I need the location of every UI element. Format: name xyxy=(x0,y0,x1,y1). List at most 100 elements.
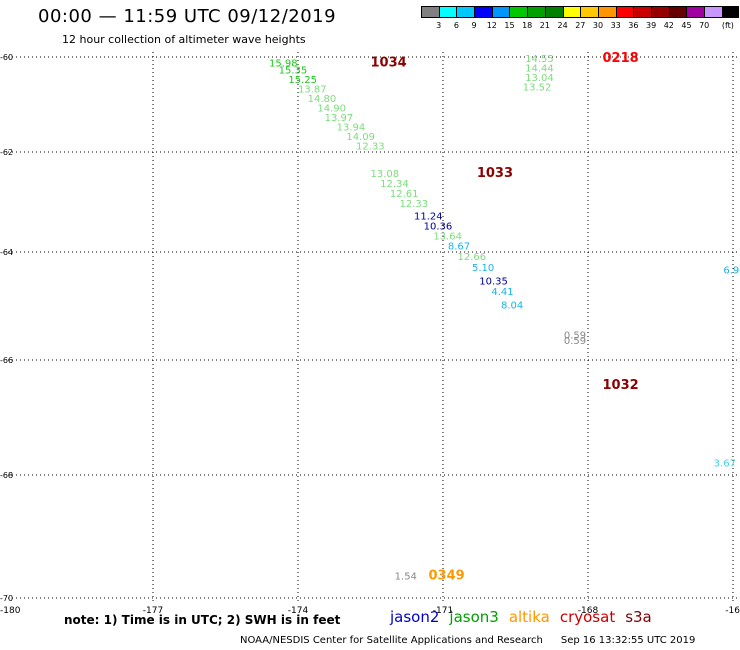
color-swatch xyxy=(491,6,510,18)
color-scale-label: 6 xyxy=(453,21,459,30)
latitude-label: -66 xyxy=(0,356,13,365)
wave-height-value: 11.24 xyxy=(414,212,443,223)
color-swatch xyxy=(509,6,528,18)
latitude-label: -62 xyxy=(0,148,13,157)
legend-jason2: jason2 xyxy=(390,608,440,626)
satellite-legend: jason2 jason3 altika cryosat s3a xyxy=(390,608,662,626)
color-scale-label: 39 xyxy=(646,21,657,30)
color-swatch xyxy=(633,6,651,18)
wave-height-value: 12.33 xyxy=(400,199,429,210)
color-scale-label: 42 xyxy=(663,21,674,30)
legend-jason3: jason3 xyxy=(449,608,499,626)
wave-height-value: 15.35 xyxy=(279,66,308,77)
color-scale-label: 45 xyxy=(681,21,692,30)
pass-time-label: 0349 xyxy=(429,569,465,584)
wave-height-value: 12.33 xyxy=(356,142,385,153)
wave-height-value: 8.04 xyxy=(501,301,523,312)
generated-timestamp: Sep 16 13:32:55 UTC 2019 xyxy=(560,635,696,646)
color-scale-label: 24 xyxy=(557,21,568,30)
credit-text: NOAA/NESDIS Center for Satellite Applica… xyxy=(240,635,543,646)
wave-height-value: 12.34 xyxy=(380,179,409,190)
wave-height-value: 14.55 xyxy=(525,54,554,65)
color-scale-bar xyxy=(421,6,740,18)
wave-height-value: 14.80 xyxy=(308,94,337,105)
longitude-label: -16 xyxy=(725,606,740,616)
wave-height-value: 14.44 xyxy=(525,63,554,74)
longitude-label: -174 xyxy=(288,606,309,616)
wave-height-value: 1.54 xyxy=(395,572,417,583)
wave-height-value: 13.97 xyxy=(325,113,354,124)
color-swatch xyxy=(562,6,581,18)
pass-time-label: 0218 xyxy=(603,51,639,66)
units-note: note: 1) Time is in UTC; 2) SWH is in fe… xyxy=(64,613,341,627)
wave-height-value: 6.94 xyxy=(723,266,740,277)
longitude-label: -168 xyxy=(578,606,599,616)
wave-height-value: 12.61 xyxy=(390,189,419,200)
color-scale-labels: 3 6 9 12 15 18 21 24 27 30 33 36 39 42 45 70 (ft) xyxy=(421,21,740,33)
color-scale-label: (ft) xyxy=(721,21,734,30)
wave-height-value: 5.10 xyxy=(472,263,494,274)
pass-time-label: 1034 xyxy=(371,56,407,71)
wave-height-value: 13.04 xyxy=(525,73,554,84)
wave-height-values: 15.9815.3515.2513.8714.8014.9013.9713.94… xyxy=(269,54,740,583)
color-swatch xyxy=(527,6,545,18)
color-scale-label: 18 xyxy=(522,21,533,30)
wave-height-value: 3.67 xyxy=(714,458,736,469)
color-scale-label: 21 xyxy=(539,21,550,30)
map-subtitle: 12 hour collection of altimeter wave hei… xyxy=(62,33,306,46)
latitude-label: -70 xyxy=(0,594,13,603)
color-swatch xyxy=(474,6,492,18)
wave-height-value: 13.08 xyxy=(371,169,400,180)
color-scale-label: 33 xyxy=(610,21,621,30)
color-scale-label: 30 xyxy=(592,21,604,30)
wave-height-value: 13.64 xyxy=(433,232,462,243)
wave-height-value: 13.52 xyxy=(523,82,552,93)
color-swatch xyxy=(456,6,475,18)
longitude-label: -180 xyxy=(0,606,21,616)
credit-line: NOAA/NESDIS Center for Satellite Applica… xyxy=(240,635,695,646)
wave-height-value: 0.59 xyxy=(564,336,586,347)
wave-height-value: 4.41 xyxy=(491,287,513,298)
color-swatch xyxy=(721,6,740,18)
wave-height-value: 10.35 xyxy=(479,276,508,287)
wave-height-value: 14.90 xyxy=(317,104,346,115)
wave-height-value: 8.67 xyxy=(448,242,470,253)
pass-time-label: 1033 xyxy=(477,166,513,181)
wave-height-value: 0.59 xyxy=(564,330,586,341)
color-scale-label: 27 xyxy=(575,21,586,30)
wave-height-value: 15.25 xyxy=(288,75,317,86)
longitude-labels: -180 -177 -174 -171 -168 -16 xyxy=(0,606,740,616)
color-scale-label: 70 xyxy=(699,21,710,30)
map-title: 00:00 — 11:59 UTC 09/12/2019 xyxy=(38,6,337,27)
color-swatch xyxy=(597,6,616,18)
legend-altika: altika xyxy=(508,608,550,626)
color-swatch xyxy=(668,6,687,18)
color-scale-label: 9 xyxy=(471,21,477,30)
wave-height-value: 15.98 xyxy=(269,59,298,70)
latitude-label: -68 xyxy=(0,471,13,480)
wave-height-value: 12.66 xyxy=(458,252,487,263)
latitude-label: -60 xyxy=(0,53,13,62)
color-swatch xyxy=(580,6,598,18)
longitude-label: -171 xyxy=(433,606,453,616)
pass-time-labels: 1034 0218 1033 1032 0349 xyxy=(371,51,639,584)
color-scale-label: 3 xyxy=(436,21,442,30)
wave-height-value: 13.87 xyxy=(298,85,327,96)
color-swatch xyxy=(650,6,669,18)
color-swatch xyxy=(704,6,722,18)
color-swatch xyxy=(544,6,563,18)
longitude-label: -177 xyxy=(143,606,163,616)
latitude-label: -64 xyxy=(0,248,13,257)
wave-height-value: 13.94 xyxy=(337,123,366,134)
color-swatch xyxy=(686,6,704,18)
legend-cryosat: cryosat xyxy=(559,608,616,626)
color-swatch xyxy=(615,6,634,18)
color-swatch xyxy=(438,6,457,18)
color-scale-label: 36 xyxy=(628,21,639,30)
legend-s3a: s3a xyxy=(625,608,652,626)
wave-height-value: 10.36 xyxy=(424,222,453,233)
latitude-labels: -60 -62 -64 -66 -68 -70 xyxy=(0,53,13,603)
pass-time-label: 1032 xyxy=(603,378,639,393)
wave-height-value: 14.09 xyxy=(346,132,375,143)
